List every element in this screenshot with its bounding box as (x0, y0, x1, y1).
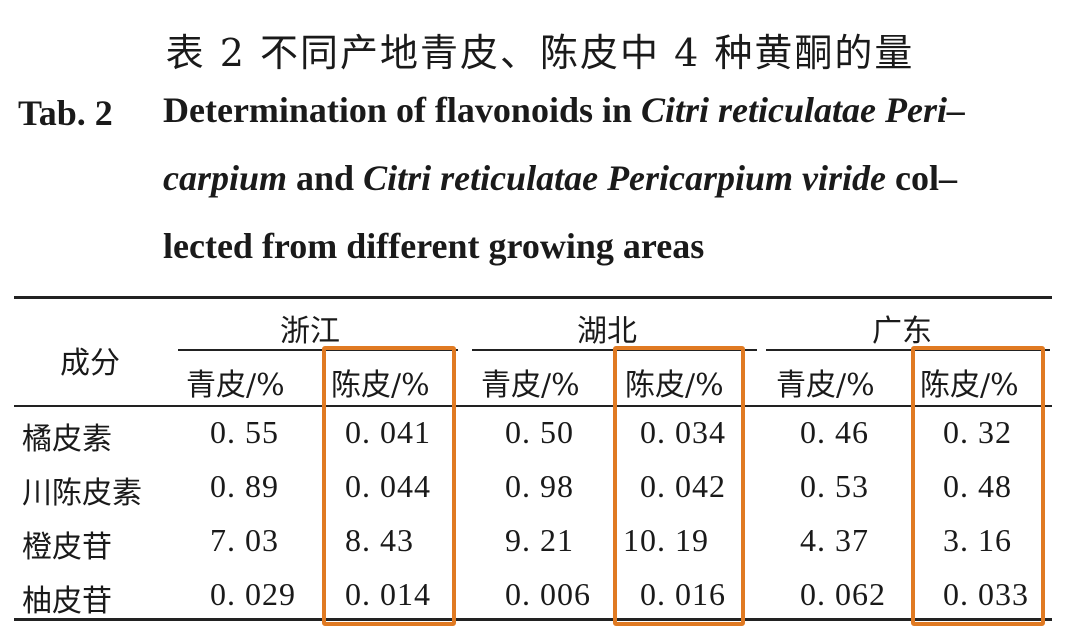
row-component-name: 柚皮苷 (22, 584, 112, 619)
region-underline-guangdong (766, 349, 1050, 351)
table-cell: 0. 98 (505, 468, 574, 504)
table-title-chinese: 表 2 不同产地青皮、陈皮中 4 种黄酮的量 (165, 31, 915, 75)
table-cell: 0. 044 (345, 468, 431, 504)
sub-header-chenpi: 陈皮/% (625, 368, 724, 403)
title-en-line2-b: and (287, 158, 364, 198)
sub-header-qingpi: 青皮/% (481, 368, 580, 403)
title-en-line2-a: carpium (163, 158, 288, 198)
table-cell: 10. 19 (623, 522, 709, 558)
table-cell: 0. 033 (943, 576, 1029, 612)
chenpi-highlight-box-hubei (613, 346, 745, 626)
table-cell: 0. 042 (640, 468, 726, 504)
table-cell: 4. 37 (800, 522, 869, 558)
region-header-guangdong: 广东 (872, 314, 932, 349)
table-bottom-rule (14, 618, 1052, 621)
table-header-rule (14, 405, 1052, 407)
table-cell: 0. 50 (505, 414, 574, 450)
row-component-name: 橙皮苷 (22, 530, 112, 565)
title-en-line2-d: col– (886, 158, 958, 198)
region-header-zhejiang: 浙江 (280, 314, 340, 349)
chenpi-highlight-box-guangdong (911, 346, 1045, 626)
table-cell: 0. 014 (345, 576, 431, 612)
table-top-rule (14, 296, 1052, 299)
table-title-english-line-1: Determination of flavonoids in Citri ret… (163, 92, 1043, 128)
sub-header-chenpi: 陈皮/% (331, 368, 430, 403)
table-cell: 9. 21 (505, 522, 574, 558)
sub-header-qingpi: 青皮/% (186, 368, 285, 403)
sub-header-chenpi: 陈皮/% (920, 368, 1019, 403)
table-title-english-line-2: carpium and Citri reticulatae Pericarpiu… (163, 160, 1043, 196)
table-cell: 0. 029 (210, 576, 296, 612)
table-cell: 0. 034 (640, 414, 726, 450)
table-cell: 0. 53 (800, 468, 869, 504)
table-cell: 0. 006 (505, 576, 591, 612)
region-header-hubei: 湖北 (577, 314, 637, 349)
sub-header-qingpi: 青皮/% (776, 368, 875, 403)
table-cell: 0. 041 (345, 414, 431, 450)
table-cell: 0. 016 (640, 576, 726, 612)
table-cell: 0. 062 (800, 576, 886, 612)
table-title-english-line-3: lected from different growing areas (163, 226, 705, 266)
row-component-name: 橘皮素 (22, 422, 112, 457)
table-cell: 0. 32 (943, 414, 1012, 450)
table-cell: 8. 43 (345, 522, 414, 558)
table-cell: 0. 46 (800, 414, 869, 450)
component-header: 成分 (60, 346, 120, 381)
row-component-name: 川陈皮素 (22, 476, 142, 511)
title-en-line1-b: Citri reticulatae Peri– (641, 90, 965, 130)
table-cell: 3. 16 (943, 522, 1012, 558)
region-underline-zhejiang (178, 349, 458, 351)
table-cell: 0. 55 (210, 414, 279, 450)
chenpi-highlight-box-zhejiang (322, 346, 456, 626)
table-cell: 0. 89 (210, 468, 279, 504)
title-en-line1-a: Determination of flavonoids in (163, 90, 642, 130)
title-en-line2-c: Citri reticulatae Pericarpium viride (363, 158, 887, 198)
table-cell: 7. 03 (210, 522, 279, 558)
table-cell: 0. 48 (943, 468, 1012, 504)
table-label: Tab. 2 (18, 93, 113, 133)
